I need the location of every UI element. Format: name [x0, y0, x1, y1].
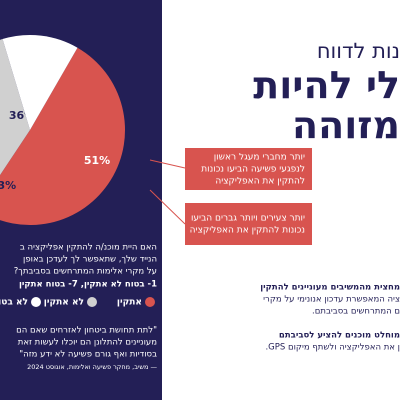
- question-text: על מקרי אלימות המתרחשים בסביבתך?: [14, 267, 157, 277]
- question-text: הנייד שלך, שתאפשר לך לעדכן באופן: [23, 255, 157, 265]
- legend-marker: [87, 297, 97, 307]
- quote-text: בסודיות ואף גורם פשיעה לא ידע מזה": [19, 350, 157, 360]
- quote-text: מעוניינים להתלונן הם יוכלו לעשות זאת: [18, 338, 157, 348]
- quote-text: "לתת תחושת ביטחון לאזרחים שאם הם: [16, 326, 157, 336]
- callout-box: [185, 148, 312, 190]
- legend-label: לא בטוח/ה: [0, 298, 28, 308]
- source-text: — משיב, מחקר פשיעה ואלימות, אוגוסט 2024: [27, 363, 157, 371]
- pie-slice: [2, 35, 78, 130]
- scale-text: 1- בטוח לא אתקין, 7- בטוח אתקין: [19, 280, 157, 290]
- pie-chart: 51%36%13%: [0, 35, 125, 225]
- pie-slice: [0, 39, 30, 176]
- legend-marker: [31, 297, 41, 307]
- callout-box: [185, 203, 312, 245]
- slice-label: 13%: [0, 179, 16, 192]
- callout-text: נכונות להתקין את האפליקציה: [190, 226, 305, 236]
- callout-text: לנפגעי פשיעה הביעו נכונות: [201, 165, 305, 175]
- legend-label: אתקין: [117, 298, 142, 308]
- kicker: נות לדווח: [317, 39, 400, 63]
- finding-text: ן את האפליקציה ולשתף מיקום GPS.: [265, 343, 400, 353]
- finding-text: ציה המאפשרת עדכון אנונימי על מקרי: [263, 295, 400, 305]
- connector: [149, 189, 186, 225]
- legend-marker: [145, 297, 155, 307]
- texts: אתקין לא אתקין לא בטוח/ה האם היית מוכנ/ה לה…: [0, 39, 400, 371]
- slice-label: 51%: [84, 154, 110, 167]
- callout-text: יותר צעירים ויותר גברים הביעו: [191, 214, 305, 224]
- title: מזוהה: [292, 104, 400, 148]
- finding-text: ם המתרחשים בסביבתם.: [312, 307, 400, 317]
- pie-slice: [0, 47, 125, 225]
- question-text: האם היית מוכנ/ה להתקין אפליקציה ב: [20, 243, 157, 253]
- title: לי להיות: [253, 64, 400, 108]
- connector: [149, 159, 186, 169]
- callout-text: להתקין את האפליקציה: [215, 177, 305, 187]
- finding-text: מוחלט מוכנים להציע לסביבתם: [279, 331, 400, 341]
- legend-label: לא אתקין: [44, 298, 84, 308]
- callout-text: יותר מחברי מעגל ראשון: [214, 153, 305, 163]
- finding-text: מחצית מהמשיבים מעוניינים להתקין: [260, 283, 400, 293]
